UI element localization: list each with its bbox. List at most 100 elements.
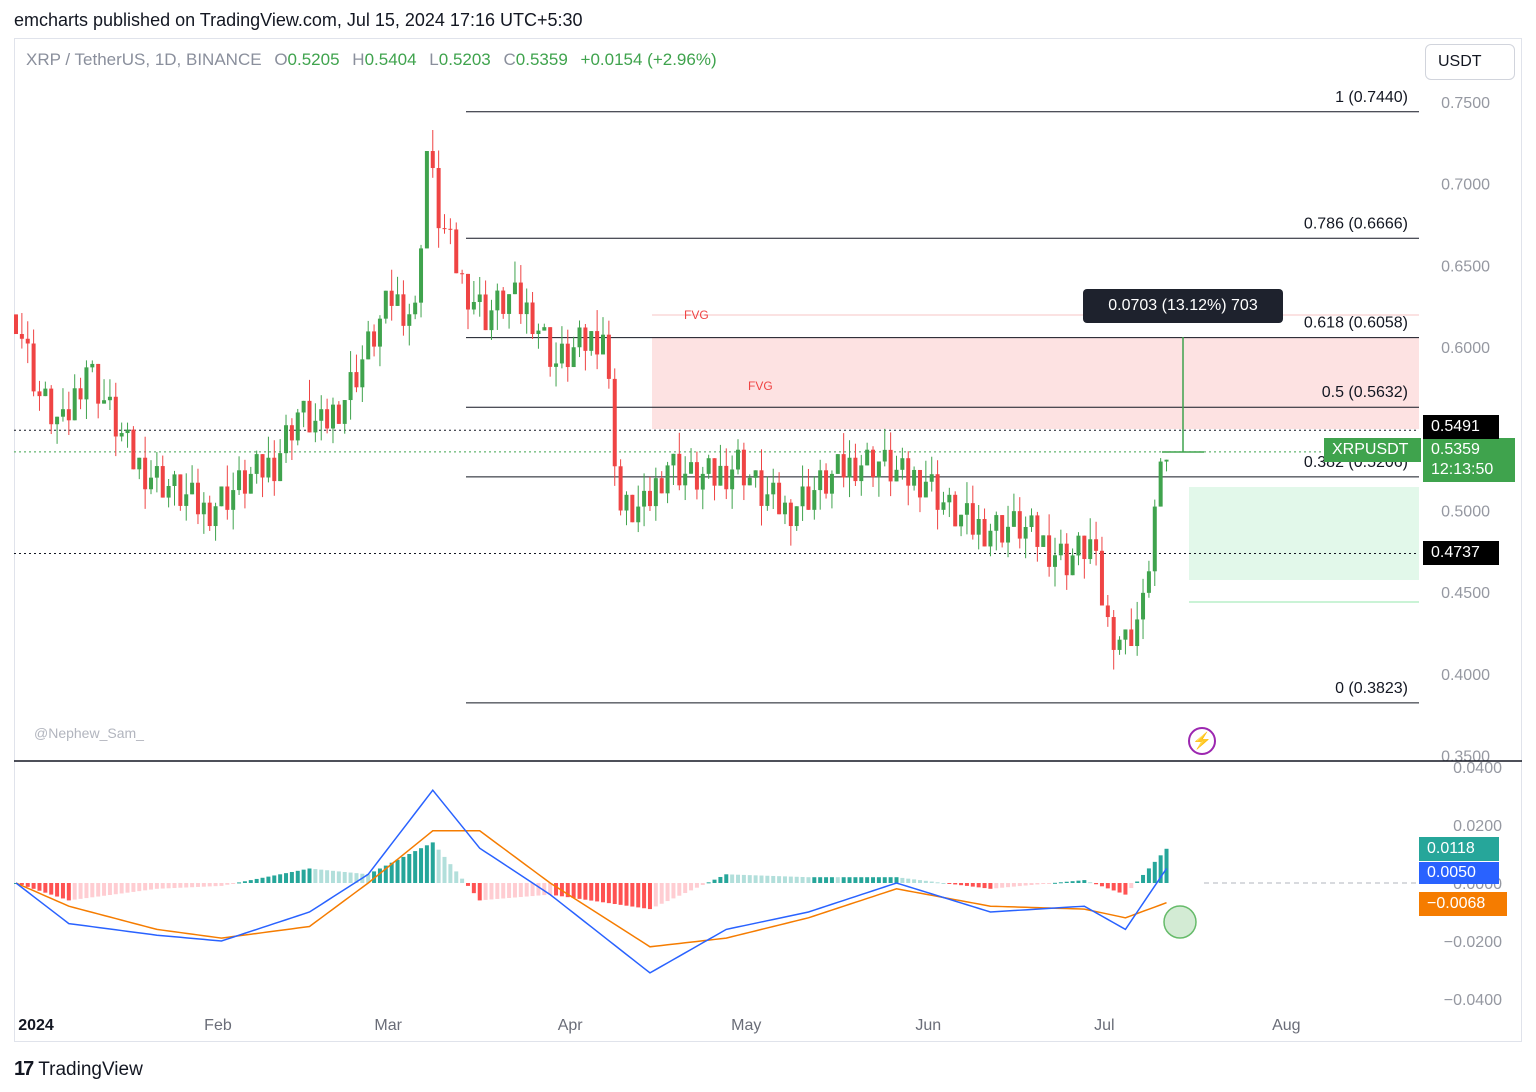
macd-hist-bar: [501, 883, 506, 899]
macd-tick-3: −0.0200: [1444, 934, 1502, 951]
candle-body: [1146, 571, 1151, 593]
price-tag: 0.5359 12:13:50: [1423, 438, 1515, 482]
candle-body: [589, 331, 594, 351]
macd-hist-bar: [60, 883, 65, 899]
macd-hist-bar: [66, 883, 71, 901]
macd-hist-bar: [882, 877, 887, 883]
macd-hist-bar: [583, 883, 588, 900]
candle-body: [970, 503, 975, 535]
candle-body: [1094, 539, 1099, 551]
candle-body: [131, 429, 136, 470]
macd-hist-bar: [143, 883, 148, 891]
macd-hist-bar: [383, 865, 388, 883]
macd-hist-bar: [237, 882, 242, 884]
macd-hist-bar: [554, 883, 559, 896]
candle-body: [818, 470, 823, 491]
price-tick-5: 0.5000: [1441, 504, 1490, 521]
candle-body: [1105, 605, 1110, 618]
macd-hist-bar: [524, 883, 529, 897]
macd-hist-bar: [401, 856, 406, 883]
candle-body: [55, 416, 60, 425]
macd-hist-bar: [565, 883, 570, 898]
macd-hist-bar: [718, 876, 723, 883]
candle-body: [301, 400, 306, 413]
candle-body: [272, 457, 277, 482]
macd-hist-bar: [1070, 881, 1075, 883]
candle-body: [1099, 550, 1104, 606]
macd-hist-bar: [207, 883, 212, 887]
candle-body: [665, 465, 670, 494]
candle-body: [395, 294, 400, 306]
macd-hist-bar: [178, 883, 183, 888]
candle-body: [1035, 515, 1040, 547]
macd-hist-bar: [917, 880, 922, 883]
macd-hist-bar: [1029, 883, 1034, 885]
macd-hist-bar: [289, 871, 294, 883]
candle-body: [348, 372, 353, 401]
macd-hist-bar: [419, 848, 424, 883]
macd-hist-bar: [671, 883, 676, 899]
macd-hist-bar: [947, 883, 952, 884]
lightning-icon[interactable]: ⚡: [1188, 727, 1216, 755]
macd-hist-bar: [278, 874, 283, 883]
fib-label-1: 0.786 (0.6666): [1304, 215, 1408, 232]
macd-hist-bar: [1141, 874, 1146, 883]
fib-label-5: 0 (0.3823): [1335, 680, 1408, 697]
level-tag-upper: 0.5491: [1423, 415, 1499, 439]
candle-body: [90, 363, 95, 368]
fvg-zone: [652, 337, 1419, 429]
candle-body: [442, 228, 447, 230]
macd-hist-bar: [689, 883, 694, 891]
candle-body: [806, 486, 811, 510]
candle-body: [583, 327, 588, 351]
candle-body: [37, 391, 42, 397]
tradingview-logo-icon: 17: [14, 1058, 34, 1080]
crossover-highlight: [1163, 905, 1197, 939]
candle-body: [829, 473, 834, 494]
currency-button[interactable]: USDT: [1425, 44, 1515, 80]
candle-body: [477, 294, 482, 303]
candle-body: [372, 331, 377, 347]
macd-hist-bar: [835, 877, 840, 883]
close-value: 0.5359: [515, 50, 568, 69]
macd-hist-bar: [72, 883, 77, 900]
macd-hist-bar: [19, 883, 24, 885]
candle-body: [953, 494, 958, 527]
time-tick-3: Apr: [558, 1017, 584, 1034]
macd-hist-bar: [577, 883, 582, 899]
macd-hist-bar: [442, 856, 447, 883]
candle-body: [917, 469, 922, 498]
macd-hist-bar: [154, 883, 159, 889]
author-watermark: @Nephew_Sam_: [34, 725, 144, 741]
macd-hist-bar: [307, 868, 312, 883]
tradingview-logo[interactable]: 17 TradingView: [14, 1058, 143, 1081]
macd-tick-0: 0.0400: [1453, 760, 1502, 777]
candle-body: [102, 400, 107, 404]
macd-hist-bar: [647, 883, 652, 910]
demand-zone: [1189, 487, 1419, 580]
candle-body: [694, 462, 699, 490]
candle-body: [213, 506, 218, 527]
candle-body: [923, 481, 928, 498]
macd-hist-bar: [542, 883, 547, 896]
macd-hist-bar: [325, 870, 330, 883]
macd-hist-bar: [301, 869, 306, 883]
macd-hist-bar: [471, 883, 476, 894]
candle-body: [524, 302, 529, 315]
macd-hist-bar: [354, 873, 359, 883]
candle-body: [888, 449, 893, 482]
macd-hist-bar: [964, 883, 969, 886]
candle-body: [1023, 527, 1028, 539]
candle-body: [782, 502, 787, 515]
macd-hist-bar: [1035, 883, 1040, 885]
price-tick-2: 0.6500: [1441, 258, 1490, 275]
macd-hist-bar: [794, 876, 799, 883]
candle-body: [642, 490, 647, 507]
candle-body: [1070, 555, 1075, 576]
macd-hist-bar: [149, 883, 154, 890]
macd-hist-bar: [313, 869, 318, 883]
macd-hist-bar: [929, 881, 934, 883]
level-tag-lower: 0.4737: [1423, 541, 1499, 565]
macd-hist-bar: [102, 883, 107, 896]
